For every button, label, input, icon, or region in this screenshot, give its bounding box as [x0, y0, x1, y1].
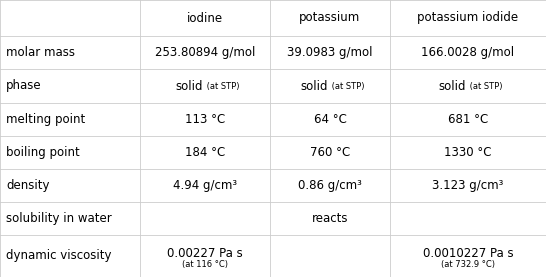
Text: potassium: potassium	[299, 12, 360, 24]
Text: solid: solid	[175, 79, 203, 93]
Text: (at STP): (at STP)	[467, 81, 502, 91]
Text: boiling point: boiling point	[6, 146, 80, 159]
Text: 3.123 g/cm³: 3.123 g/cm³	[432, 179, 504, 192]
Text: 681 °C: 681 °C	[448, 113, 488, 126]
Text: (at STP): (at STP)	[204, 81, 240, 91]
Text: melting point: melting point	[6, 113, 85, 126]
Text: 0.00227 Pa s: 0.00227 Pa s	[167, 247, 243, 260]
Text: 184 °C: 184 °C	[185, 146, 225, 159]
Text: 166.0028 g/mol: 166.0028 g/mol	[422, 46, 514, 59]
Text: solid: solid	[438, 79, 466, 93]
Text: solid: solid	[300, 79, 328, 93]
Text: 0.86 g/cm³: 0.86 g/cm³	[298, 179, 362, 192]
Text: (at STP): (at STP)	[329, 81, 365, 91]
Text: 0.0010227 Pa s: 0.0010227 Pa s	[423, 247, 513, 260]
Text: dynamic viscosity: dynamic viscosity	[6, 250, 111, 263]
Text: 253.80894 g/mol: 253.80894 g/mol	[155, 46, 255, 59]
Text: solubility in water: solubility in water	[6, 212, 112, 225]
Text: iodine: iodine	[187, 12, 223, 24]
Text: 39.0983 g/mol: 39.0983 g/mol	[287, 46, 373, 59]
Text: molar mass: molar mass	[6, 46, 75, 59]
Text: (at 732.9 °C): (at 732.9 °C)	[441, 260, 495, 269]
Text: 64 °C: 64 °C	[313, 113, 347, 126]
Text: density: density	[6, 179, 50, 192]
Text: reacts: reacts	[312, 212, 348, 225]
Text: (at 116 °C): (at 116 °C)	[182, 260, 228, 269]
Text: 113 °C: 113 °C	[185, 113, 225, 126]
Text: 1330 °C: 1330 °C	[444, 146, 492, 159]
Text: 4.94 g/cm³: 4.94 g/cm³	[173, 179, 237, 192]
Text: potassium iodide: potassium iodide	[418, 12, 519, 24]
Text: phase: phase	[6, 79, 41, 93]
Text: 760 °C: 760 °C	[310, 146, 350, 159]
